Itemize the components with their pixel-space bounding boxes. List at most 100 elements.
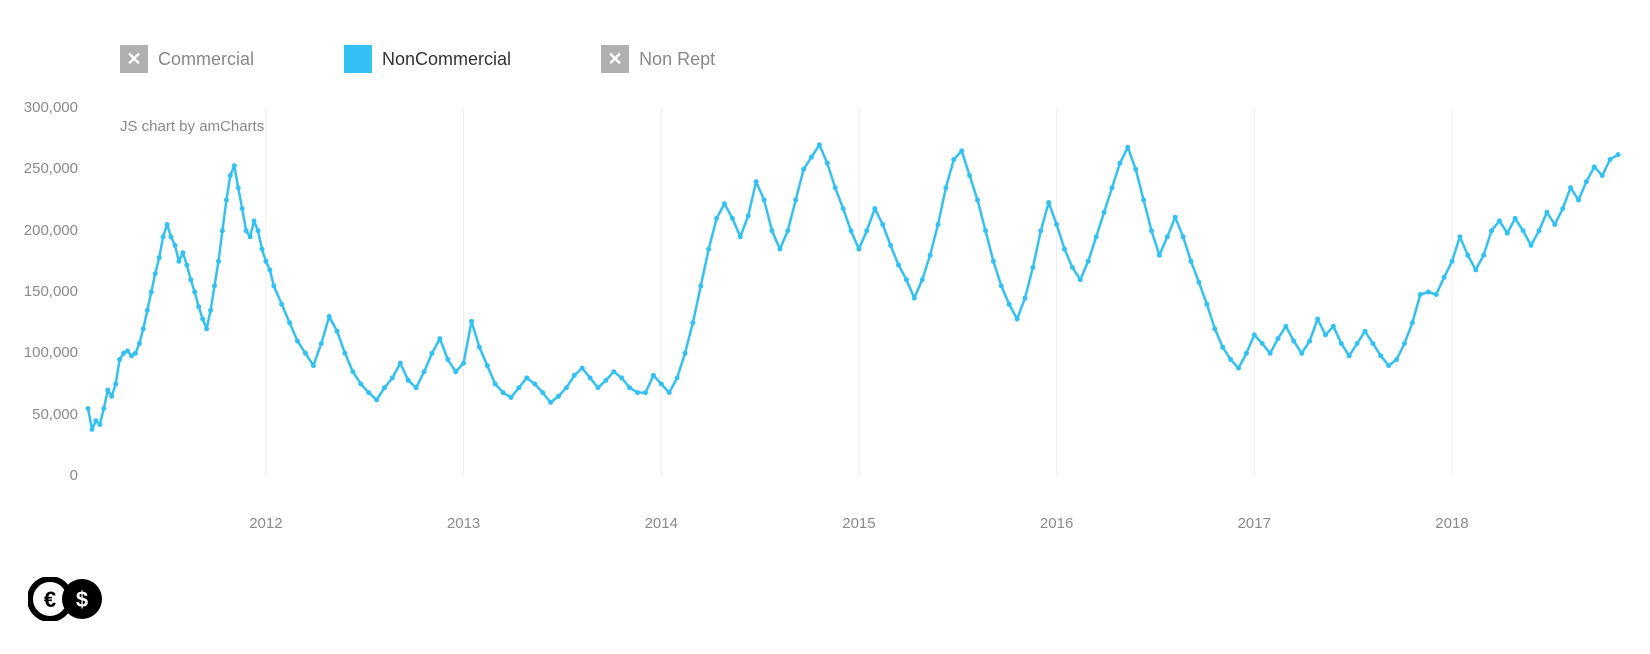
series-point bbox=[1054, 222, 1059, 227]
series-point bbox=[1094, 234, 1099, 239]
series-point bbox=[101, 406, 106, 411]
series-point bbox=[1315, 317, 1320, 322]
series-point bbox=[1244, 351, 1249, 356]
series-point bbox=[1410, 320, 1415, 325]
series-point bbox=[1236, 366, 1241, 371]
series-point bbox=[493, 382, 498, 387]
series-point bbox=[1078, 277, 1083, 282]
series-point bbox=[90, 427, 95, 432]
series-point bbox=[627, 385, 632, 390]
series-point bbox=[849, 228, 854, 233]
series-point bbox=[422, 369, 427, 374]
series-point bbox=[93, 418, 98, 423]
series-point bbox=[192, 290, 197, 295]
legend-item-nonrept[interactable]: ✕ Non Rept bbox=[601, 45, 715, 73]
series-point bbox=[117, 357, 122, 362]
series-point bbox=[157, 255, 162, 260]
series-point bbox=[244, 228, 249, 233]
series-point bbox=[1196, 280, 1201, 285]
series-point bbox=[1023, 296, 1028, 301]
series-point bbox=[1544, 210, 1549, 215]
series-point bbox=[109, 394, 114, 399]
series-point bbox=[1450, 259, 1455, 264]
series-point bbox=[236, 185, 241, 190]
series-point bbox=[983, 228, 988, 233]
series-point bbox=[943, 185, 948, 190]
series-point bbox=[532, 382, 537, 387]
series-point bbox=[1584, 179, 1589, 184]
series-point bbox=[1268, 351, 1273, 356]
series-point bbox=[133, 351, 138, 356]
series-point bbox=[596, 385, 601, 390]
series-point bbox=[1418, 292, 1423, 297]
series-point bbox=[1521, 228, 1526, 233]
legend-label: NonCommercial bbox=[382, 49, 511, 70]
series-point bbox=[1299, 351, 1304, 356]
series-point bbox=[149, 290, 154, 295]
series-point bbox=[1015, 317, 1020, 322]
series-point bbox=[864, 228, 869, 233]
series-point bbox=[287, 320, 292, 325]
series-point bbox=[271, 283, 276, 288]
x-tick-label: 2013 bbox=[447, 515, 480, 532]
series-point bbox=[951, 157, 956, 162]
series-point bbox=[746, 213, 751, 218]
series-point bbox=[1220, 345, 1225, 350]
series-point bbox=[1110, 185, 1115, 190]
series-point bbox=[153, 271, 158, 276]
series-point bbox=[730, 216, 735, 221]
series-point bbox=[263, 259, 268, 264]
series-point bbox=[754, 179, 759, 184]
series-point bbox=[817, 142, 822, 147]
svg-text:€: € bbox=[44, 587, 56, 612]
series-point bbox=[659, 382, 664, 387]
x-tick-label: 2014 bbox=[645, 515, 678, 532]
series-point bbox=[1204, 302, 1209, 307]
series-point bbox=[1291, 339, 1296, 344]
series-point bbox=[279, 302, 284, 307]
series-point bbox=[358, 382, 363, 387]
y-tick-label: 300,000 bbox=[0, 99, 78, 116]
series-point bbox=[105, 388, 110, 393]
series-point bbox=[169, 234, 174, 239]
series-point bbox=[1489, 228, 1494, 233]
series-point bbox=[1141, 198, 1146, 203]
series-point bbox=[137, 341, 142, 346]
series-point bbox=[651, 373, 656, 378]
series-point bbox=[1339, 341, 1344, 346]
series-point bbox=[1181, 234, 1186, 239]
series-point bbox=[1402, 341, 1407, 346]
series-point bbox=[667, 390, 672, 395]
series-point bbox=[1062, 247, 1067, 252]
y-tick-label: 100,000 bbox=[0, 344, 78, 361]
series-point bbox=[643, 390, 648, 395]
series-point bbox=[1149, 228, 1154, 233]
series-point bbox=[216, 259, 221, 264]
series-point bbox=[556, 394, 561, 399]
series-point bbox=[267, 267, 272, 272]
legend-item-noncommercial[interactable]: NonCommercial bbox=[344, 45, 511, 73]
series-point bbox=[1117, 161, 1122, 166]
series-point bbox=[1331, 324, 1336, 329]
series-point bbox=[1426, 290, 1431, 295]
legend-item-commercial[interactable]: ✕ Commercial bbox=[120, 45, 254, 73]
series-point bbox=[706, 247, 711, 252]
x-tick-label: 2012 bbox=[249, 515, 282, 532]
series-point bbox=[635, 390, 640, 395]
series-point bbox=[461, 361, 466, 366]
series-point bbox=[382, 385, 387, 390]
series-point bbox=[469, 319, 474, 324]
series-point bbox=[936, 222, 941, 227]
series-point bbox=[1616, 152, 1621, 157]
series-point bbox=[1189, 259, 1194, 264]
series-point bbox=[212, 283, 217, 288]
series-point bbox=[141, 326, 146, 331]
series-point bbox=[841, 206, 846, 211]
series-point bbox=[1355, 341, 1360, 346]
series-point bbox=[683, 351, 688, 356]
series-point bbox=[920, 277, 925, 282]
series-point bbox=[588, 375, 593, 380]
series-point bbox=[430, 351, 435, 356]
series-point bbox=[1260, 341, 1265, 346]
series-point bbox=[232, 163, 237, 168]
